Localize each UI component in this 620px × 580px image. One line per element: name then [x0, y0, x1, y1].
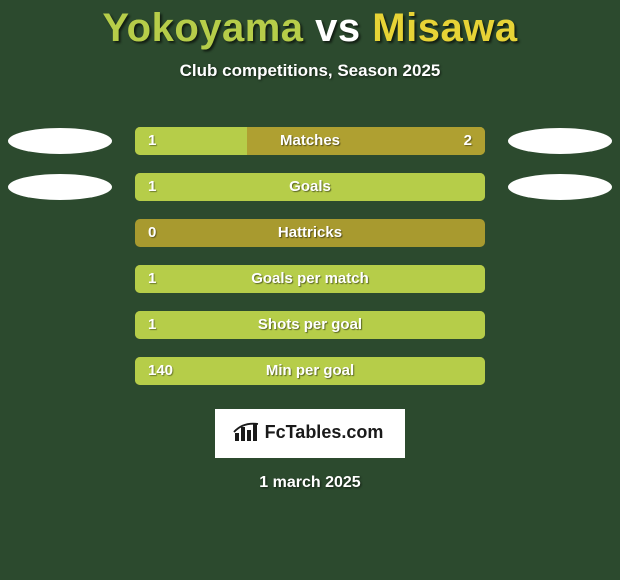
player-badge-right: [508, 128, 612, 154]
stat-bar-track: [135, 173, 485, 201]
stat-bar-left: [135, 265, 485, 293]
title-left-name: Yokoyama: [102, 6, 303, 50]
logo-box: FcTables.com: [215, 409, 406, 458]
stat-bar-track: [135, 127, 485, 155]
page-title: Yokoyama vs Misawa: [0, 0, 620, 51]
stat-bar-right: [247, 127, 485, 155]
title-right-name: Misawa: [372, 6, 517, 50]
stat-row: 1 Shots per goal: [0, 311, 620, 339]
logo-text: FcTables.com: [265, 422, 384, 443]
stat-bar-track: [135, 265, 485, 293]
stat-bar-track: [135, 219, 485, 247]
bar-chart-icon: [233, 421, 259, 443]
logo-inner: FcTables.com: [233, 421, 384, 443]
date-text: 1 march 2025: [0, 474, 620, 492]
stat-row: 140 Min per goal: [0, 357, 620, 385]
stat-bar-track: [135, 357, 485, 385]
player-badge-right: [508, 174, 612, 200]
stat-bar-track: [135, 311, 485, 339]
title-vs: vs: [304, 6, 373, 50]
stat-bar-left: [135, 357, 485, 385]
stat-bar-left: [135, 311, 485, 339]
player-badge-left: [8, 174, 112, 200]
stat-row: 1 Goals: [0, 173, 620, 201]
player-badge-left: [8, 128, 112, 154]
stat-row: 0 Hattricks: [0, 219, 620, 247]
stat-bar-left: [135, 173, 485, 201]
stat-row: 1 Goals per match: [0, 265, 620, 293]
stat-bar-left: [135, 127, 247, 155]
comparison-infographic: Yokoyama vs Misawa Club competitions, Se…: [0, 0, 620, 580]
page-subtitle: Club competitions, Season 2025: [0, 61, 620, 81]
stat-row: 1 Matches 2: [0, 127, 620, 155]
stat-rows: 1 Matches 2 1 Goals 0 Hattricks: [0, 127, 620, 385]
